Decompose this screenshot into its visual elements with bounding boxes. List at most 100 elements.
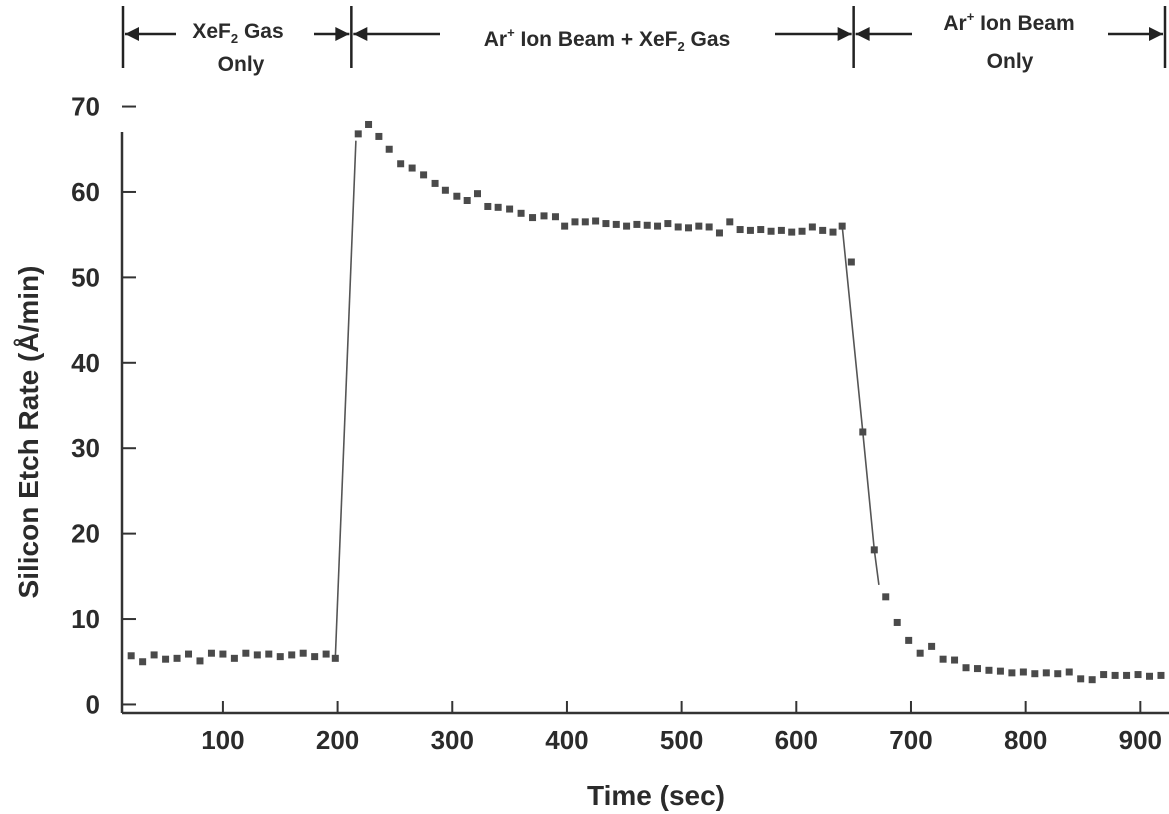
x-tick-label: 600 [775, 725, 818, 755]
data-point [1031, 670, 1039, 678]
data-point [242, 649, 250, 657]
data-point [196, 657, 204, 665]
data-point [1065, 668, 1073, 676]
x-tick-label: 500 [660, 725, 703, 755]
y-tick-label: 50 [71, 262, 100, 292]
data-point [746, 226, 754, 234]
data-point [664, 220, 672, 228]
arrow-left-icon [125, 27, 139, 41]
x-tick-label: 800 [1004, 725, 1047, 755]
data-point [463, 197, 471, 204]
process-phase-bar: XeF2 Gas Only Ar+ Ion Beam + XeF2 Gas Ar… [121, 6, 1167, 76]
data-point [928, 642, 936, 650]
data-point [581, 218, 589, 226]
data-point [685, 224, 693, 232]
data-point [788, 228, 796, 236]
data-point [162, 655, 170, 663]
data-point [1088, 676, 1096, 684]
trend-line [841, 226, 880, 586]
data-point [1077, 675, 1085, 683]
data-point [695, 222, 703, 230]
data-point [253, 651, 261, 659]
data-point [322, 650, 330, 658]
phase-3-label-line2: Only [987, 50, 1034, 73]
data-point [1146, 672, 1154, 680]
data-point [819, 226, 827, 234]
data-point [207, 649, 215, 657]
data-point [643, 221, 651, 229]
data-point [654, 222, 662, 230]
data-point [276, 653, 284, 661]
data-point [517, 209, 525, 217]
y-tick-label: 30 [71, 433, 100, 463]
data-point [127, 652, 135, 660]
data-point [705, 223, 713, 231]
phase-1-label-line1: XeF2 Gas [192, 20, 283, 46]
data-point [962, 664, 970, 672]
phase-3-label-line1: Ar+ Ion Beam [943, 9, 1074, 35]
x-tick-label: 100 [201, 725, 244, 755]
data-point [715, 229, 723, 237]
data-point [777, 226, 785, 234]
data-point [506, 205, 514, 213]
data-point [633, 220, 641, 228]
arrow-left-icon [855, 27, 870, 41]
data-point [1008, 669, 1016, 677]
data-point [939, 655, 947, 663]
data-point [916, 649, 924, 657]
data-point [431, 179, 439, 187]
data-point [219, 650, 227, 658]
data-point [150, 651, 158, 659]
data-point [602, 220, 610, 228]
x-tick-label: 300 [431, 725, 474, 755]
data-point [1157, 671, 1165, 679]
data-point [441, 186, 449, 194]
data-point [185, 650, 193, 658]
data-point [767, 227, 775, 235]
y-tick-label: 10 [71, 604, 100, 634]
data-point [265, 650, 273, 658]
data-point [1134, 671, 1142, 679]
data-point [385, 145, 393, 153]
data-point [484, 202, 492, 210]
data-point [1042, 669, 1050, 677]
data-point [529, 214, 537, 222]
data-point [397, 160, 405, 168]
x-tick-label: 400 [545, 725, 588, 755]
data-point [354, 130, 362, 138]
data-point [230, 654, 238, 662]
data-point [612, 220, 620, 228]
data-point [757, 226, 765, 234]
data-point [859, 428, 867, 436]
data-point [1019, 668, 1027, 676]
data-point [473, 190, 481, 198]
data-point [973, 665, 981, 673]
y-axis-title: Silicon Etch Rate (Å/min) [13, 266, 44, 599]
y-tick-label: 20 [71, 519, 100, 549]
data-point [571, 218, 579, 226]
data-point [798, 227, 806, 235]
data-point [311, 653, 319, 661]
arrow-left-icon [353, 27, 368, 41]
y-tick-label: 60 [71, 177, 100, 207]
y-tick-label: 70 [71, 92, 100, 122]
data-point [540, 212, 548, 220]
y-tick-label: 0 [86, 689, 100, 719]
arrow-right-icon [837, 27, 852, 41]
data-point [453, 192, 461, 200]
data-point [331, 654, 339, 662]
data-point [592, 217, 600, 225]
phase-1-label-line2: Only [218, 53, 265, 76]
data-point [829, 228, 837, 236]
data-point [847, 258, 855, 266]
x-tick-label: 200 [316, 725, 359, 755]
x-tick-label: 900 [1119, 725, 1162, 755]
data-point [1123, 671, 1131, 679]
data-point [808, 223, 816, 231]
data-point [551, 213, 559, 221]
data-point [951, 656, 959, 664]
data-point [674, 223, 682, 231]
data-point [1054, 670, 1062, 678]
data-point [893, 618, 901, 626]
